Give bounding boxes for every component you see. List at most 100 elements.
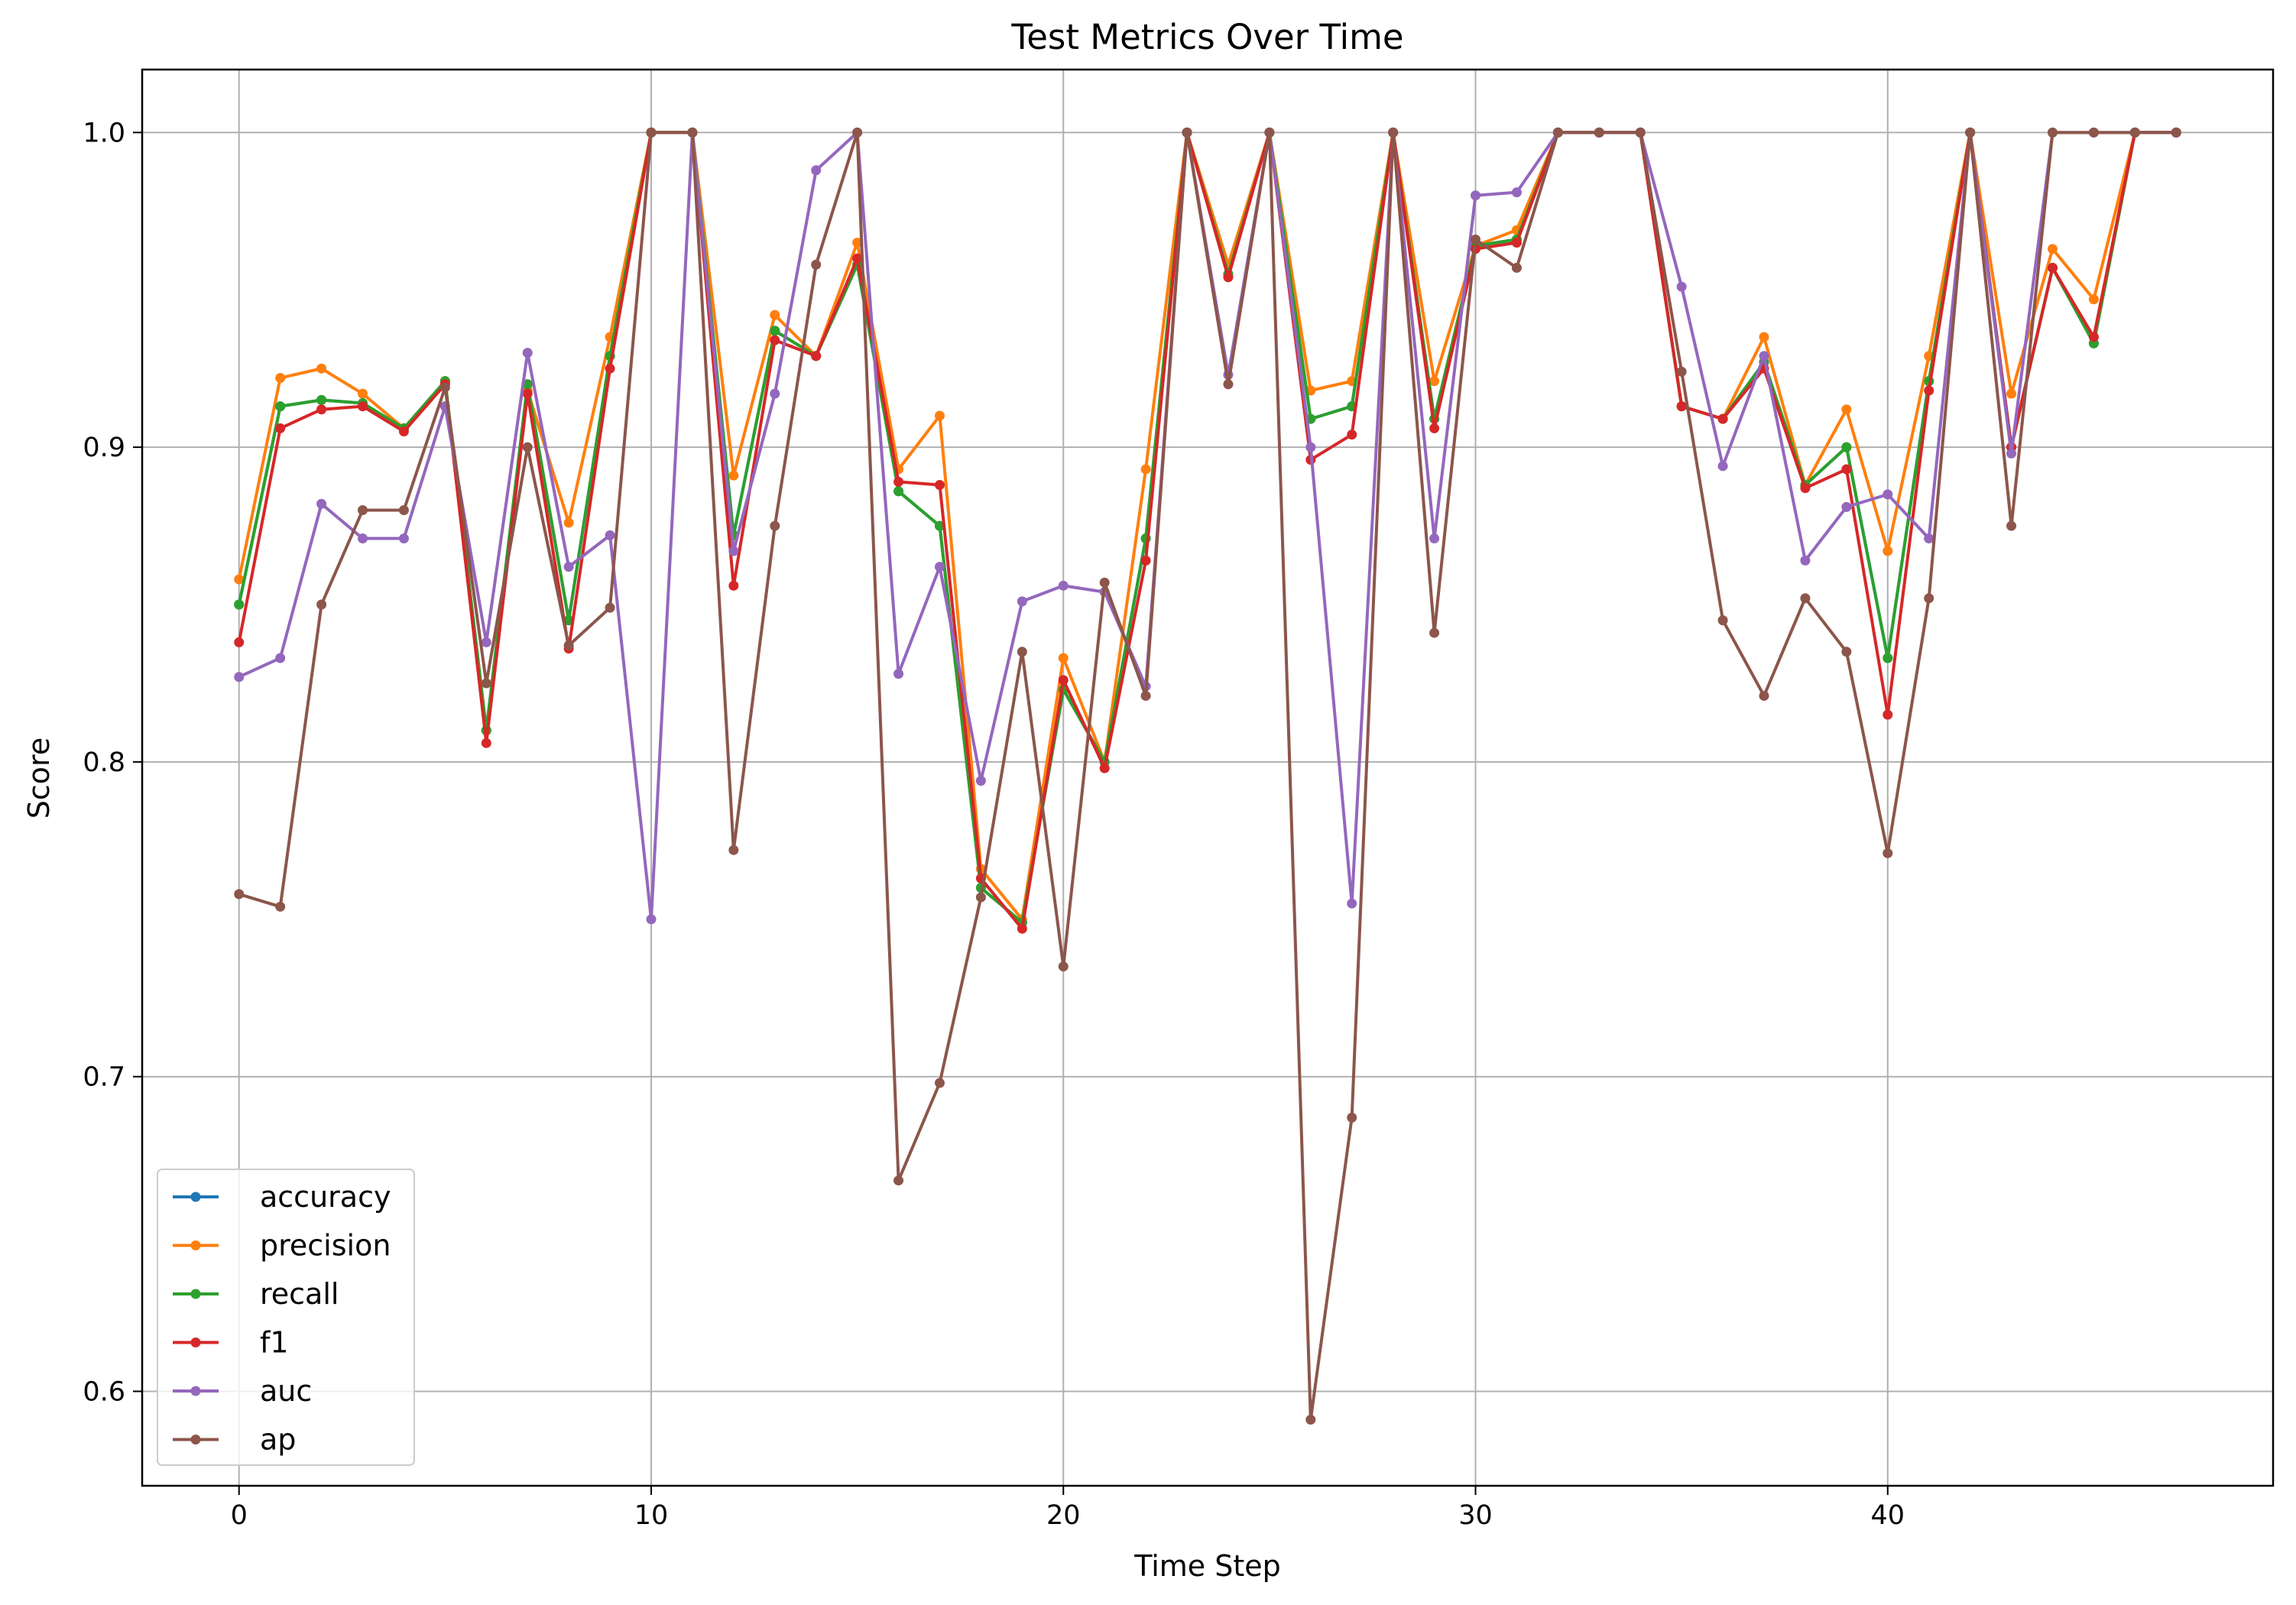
legend-box	[157, 1169, 415, 1466]
legend-item-ap: ap	[173, 1423, 296, 1457]
data-point-precision	[234, 574, 245, 585]
data-point-ap	[1223, 379, 1234, 390]
data-point-ap	[522, 442, 533, 452]
x-tick-label: 20	[1046, 1500, 1081, 1531]
legend-marker-precision	[190, 1240, 201, 1250]
data-point-auc	[1305, 442, 1316, 452]
axis-ticks: 0 10 20 30 40 0.6 0.7 0.8 0.9 1.0	[83, 118, 1905, 1531]
chart-title: Test Metrics Over Time	[1010, 17, 1403, 57]
data-point-auc	[481, 637, 491, 647]
data-point-f1	[2047, 262, 2058, 273]
legend-item-f1: f1	[173, 1326, 289, 1360]
legend-item-precision: precision	[173, 1229, 391, 1263]
legend-marker-recall	[190, 1289, 201, 1299]
data-point-f1	[728, 580, 739, 591]
data-point-ap	[275, 901, 286, 912]
series-line-ap	[238, 131, 2177, 1422]
data-point-f1	[522, 388, 533, 399]
legend-label-precision: precision	[260, 1229, 391, 1263]
data-point-ap	[1883, 848, 1893, 858]
grid	[142, 70, 2273, 1486]
data-point-f1	[1717, 413, 1728, 424]
data-point-recall	[316, 394, 327, 405]
data-point-ap	[934, 1078, 945, 1088]
data-point-precision	[358, 388, 368, 399]
data-point-recall	[1841, 442, 1852, 452]
x-axis-label: Time Step	[1133, 1549, 1281, 1583]
y-axis-label: Score	[22, 738, 56, 819]
data-point-ap	[481, 678, 491, 689]
data-point-ap	[1347, 1112, 1357, 1123]
data-point-ap	[728, 845, 739, 855]
data-point-f1	[1924, 385, 1934, 396]
data-point-recall	[893, 486, 904, 497]
data-point-ap	[1058, 961, 1069, 972]
data-point-recall	[234, 599, 245, 610]
data-point-f1	[770, 335, 780, 345]
data-point-ap	[1099, 577, 1110, 588]
data-point-precision	[1841, 404, 1852, 415]
data-point-precision	[1140, 464, 1151, 475]
data-point-f1	[1800, 483, 1811, 494]
y-tick-label: 0.7	[83, 1062, 125, 1093]
data-point-auc	[1347, 898, 1357, 909]
data-point-precision	[852, 237, 863, 248]
data-point-f1	[1223, 272, 1234, 283]
data-point-ap	[1924, 593, 1934, 604]
data-point-ap	[1635, 127, 1646, 138]
data-point-ap	[316, 599, 327, 610]
data-point-f1	[811, 351, 822, 362]
data-point-ap	[975, 892, 986, 903]
legend-item-accuracy: accuracy	[173, 1180, 391, 1214]
data-point-ap	[2006, 520, 2017, 531]
legend-marker-accuracy	[190, 1192, 201, 1202]
data-point-f1	[1347, 430, 1357, 440]
x-tick-label: 0	[231, 1500, 248, 1531]
data-point-f1	[1099, 763, 1110, 773]
data-point-ap	[1471, 234, 1481, 245]
data-point-ap	[2088, 127, 2099, 138]
data-point-ap	[2047, 127, 2058, 138]
data-point-f1	[275, 423, 286, 433]
data-point-auc	[1800, 555, 1811, 566]
data-point-auc	[770, 388, 780, 399]
data-point-ap	[1182, 127, 1192, 138]
data-point-auc	[358, 533, 368, 544]
data-point-ap	[1717, 615, 1728, 626]
data-point-f1	[893, 476, 904, 487]
data-point-f1	[358, 401, 368, 412]
data-point-ap	[2171, 127, 2181, 138]
data-point-precision	[2088, 294, 2099, 305]
series-ap	[234, 127, 2181, 1425]
data-point-precision	[770, 310, 780, 320]
data-point-ap	[1264, 127, 1275, 138]
legend-marker-auc	[190, 1386, 201, 1396]
data-point-f1	[1140, 555, 1151, 566]
data-point-precision	[2006, 388, 2017, 399]
y-tick-label: 0.8	[83, 747, 125, 778]
data-point-ap	[1800, 593, 1811, 604]
legend-label-auc: auc	[260, 1374, 312, 1408]
data-point-auc	[934, 562, 945, 572]
data-point-auc	[1924, 533, 1934, 544]
legend-marker-f1	[190, 1338, 201, 1347]
data-point-ap	[1140, 690, 1151, 701]
y-tick-label: 1.0	[83, 118, 125, 148]
data-point-ap	[1305, 1415, 1316, 1425]
data-point-ap	[563, 640, 574, 651]
data-point-ap	[1017, 647, 1027, 657]
data-point-ap	[1965, 127, 1976, 138]
data-point-f1	[934, 480, 945, 491]
data-point-recall	[275, 401, 286, 412]
data-point-recall	[522, 379, 533, 390]
series-lines	[234, 127, 2181, 1425]
data-point-ap	[687, 127, 698, 138]
data-point-ap	[605, 602, 615, 613]
data-point-precision	[316, 363, 327, 374]
data-point-precision	[563, 517, 574, 528]
data-point-recall	[770, 326, 780, 336]
data-point-f1	[605, 363, 615, 374]
legend-label-ap: ap	[260, 1423, 296, 1457]
data-point-f1	[481, 738, 491, 748]
data-point-auc	[398, 533, 409, 544]
